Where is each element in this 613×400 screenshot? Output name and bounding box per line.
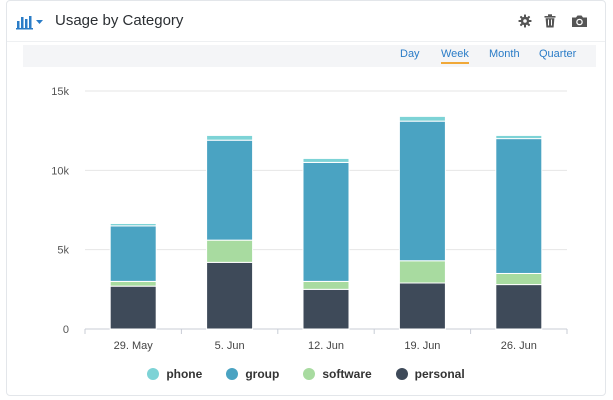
bar-group[interactable] (206, 139, 254, 241)
bar-personal[interactable] (109, 285, 157, 330)
y-tick-label: 15k (51, 86, 69, 98)
snapshot-button[interactable] (570, 13, 588, 29)
bar-personal[interactable] (398, 282, 446, 330)
bar-software[interactable] (206, 239, 254, 263)
legend-label: software (322, 367, 372, 381)
legend-item-personal[interactable]: personal (395, 367, 465, 381)
y-tick-label: 10k (51, 165, 69, 177)
legend-swatch (147, 368, 160, 380)
period-day[interactable]: Day (400, 48, 420, 60)
bar-phone[interactable] (206, 134, 254, 141)
bar-group[interactable] (302, 161, 350, 282)
bar-chart-icon (16, 16, 43, 30)
legend-label: personal (414, 367, 465, 381)
y-tick-label: 0 (63, 324, 69, 336)
period-toolbar: Day Week Month Quarter (23, 45, 596, 67)
widget-title: Usage by Category (55, 12, 184, 29)
period-month[interactable]: Month (489, 48, 520, 60)
period-quarter[interactable]: Quarter (539, 48, 577, 60)
camera-icon (571, 15, 587, 27)
settings-button[interactable] (517, 13, 533, 29)
bar-phone[interactable] (398, 115, 446, 122)
x-tick-label: 29. May (114, 340, 154, 352)
bar-group[interactable] (398, 120, 446, 262)
bar-group[interactable] (109, 225, 157, 282)
legend-label: phone (166, 367, 203, 381)
usage-widget: Usage by Category (6, 0, 606, 396)
bar-group[interactable] (495, 138, 543, 274)
legend-item-group[interactable]: group (226, 367, 279, 381)
chart-legend: phone group software personal (7, 367, 605, 381)
legend-swatch (395, 368, 408, 380)
bar-personal[interactable] (302, 288, 350, 330)
bar-personal[interactable] (495, 284, 543, 330)
legend-swatch (226, 368, 239, 380)
bar-software[interactable] (398, 260, 446, 284)
legend-swatch (303, 368, 316, 380)
bar-software[interactable] (302, 280, 350, 290)
chart-type-button[interactable] (15, 13, 45, 31)
widget-header: Usage by Category (7, 1, 605, 42)
x-tick-label: 26. Jun (501, 340, 537, 352)
delete-button[interactable] (542, 13, 558, 29)
period-week[interactable]: Week (441, 48, 469, 64)
legend-label: group (245, 367, 280, 381)
x-tick-label: 19. Jun (404, 340, 440, 352)
bar-personal[interactable] (206, 261, 254, 330)
usage-bar-chart: 0 5k 10k 15k 29. May 5. Jun 12. Jun 19. Jun 26. … (51, 86, 568, 352)
gear-icon (518, 14, 532, 28)
bar-software[interactable] (109, 280, 157, 287)
legend-item-software[interactable]: software (303, 367, 372, 381)
legend-item-phone[interactable]: phone (147, 367, 202, 381)
bar-software[interactable] (495, 272, 543, 286)
x-tick-label: 5. Jun (215, 340, 245, 352)
caret-down-icon (36, 20, 43, 24)
bar-phone[interactable] (109, 222, 157, 227)
bar-phone[interactable] (495, 134, 543, 140)
trash-icon (544, 14, 556, 28)
bar-phone[interactable] (302, 157, 350, 163)
y-tick-label: 5k (57, 245, 69, 257)
x-tick-label: 12. Jun (308, 340, 344, 352)
